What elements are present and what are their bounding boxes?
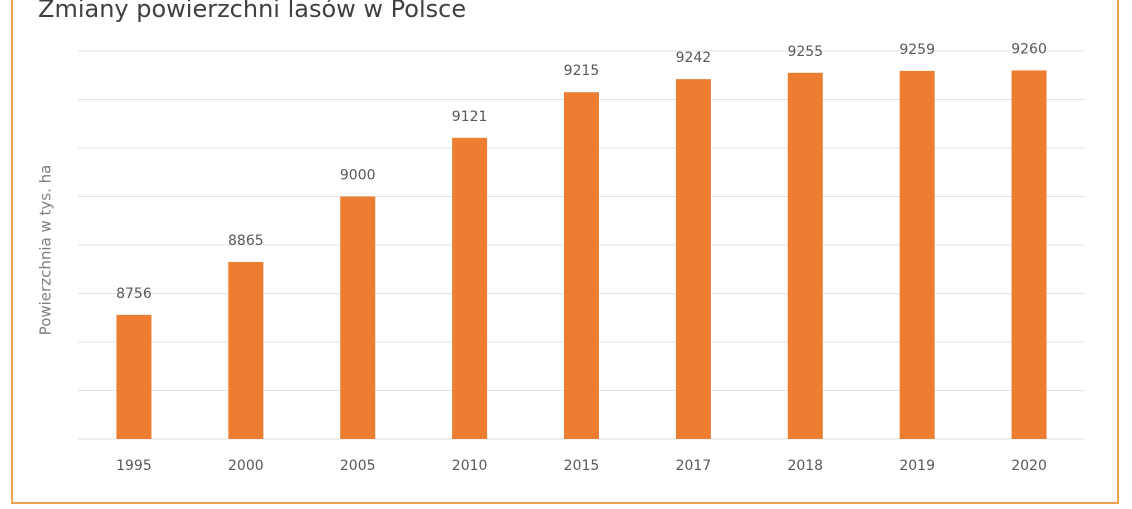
x-tick-label: 2020 (1011, 458, 1047, 474)
x-tick-label: 2005 (340, 458, 376, 474)
data-label: 9260 (1011, 41, 1047, 57)
bar (787, 72, 823, 439)
x-tick-label: 1995 (116, 458, 152, 474)
data-label: 9255 (787, 44, 823, 60)
x-tick-label: 2019 (899, 458, 935, 474)
data-label: 9000 (340, 168, 376, 184)
chart-title: Zmiany powierzchni lasów w Polsce (38, 0, 466, 23)
data-label: 9121 (452, 109, 488, 125)
bar (228, 261, 264, 439)
data-label: 8865 (228, 233, 264, 249)
data-label: 9259 (899, 42, 935, 58)
bar (564, 92, 599, 439)
bar (899, 70, 935, 439)
x-tick-label: 2018 (787, 458, 823, 474)
x-tick-label: 2010 (452, 458, 488, 474)
y-axis-label: Powierzchnia w tys. ha (37, 165, 55, 336)
bar (1011, 70, 1047, 440)
bar (452, 137, 488, 439)
bar (116, 314, 152, 439)
bar (675, 79, 711, 439)
data-label: 8756 (116, 286, 152, 302)
x-tick-label: 2015 (564, 458, 600, 474)
frame (11, 0, 1119, 504)
x-tick-label: 2017 (676, 458, 712, 474)
x-tick-label: 2000 (228, 458, 264, 474)
bar (340, 196, 376, 439)
data-label: 9215 (564, 63, 600, 79)
data-label: 9242 (676, 50, 712, 66)
